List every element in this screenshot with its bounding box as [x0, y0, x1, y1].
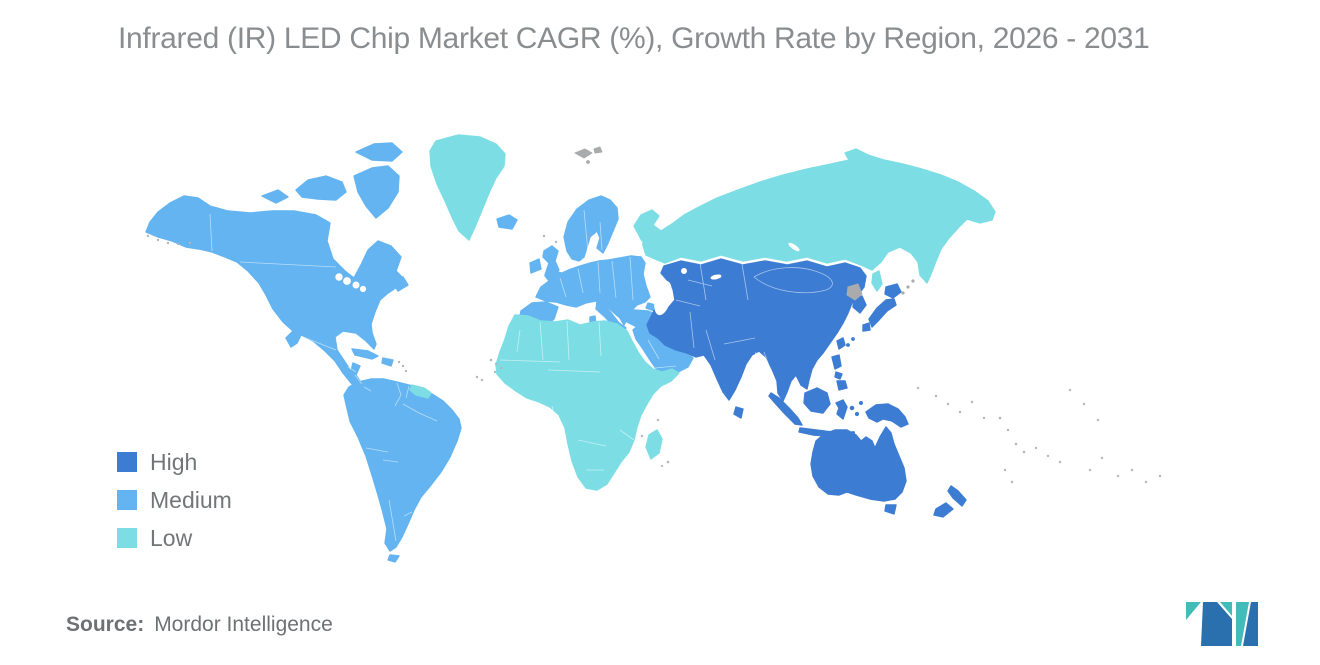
region-moluccas — [849, 405, 855, 411]
logo-blue-bar — [1243, 602, 1258, 646]
region-madagascar — [645, 429, 663, 460]
region-iceland — [496, 214, 518, 230]
logo-teal-tri-1 — [1186, 602, 1201, 620]
region-sulawesi — [835, 399, 848, 420]
region-north-korea — [846, 283, 863, 301]
logo-teal-tri-3 — [1236, 602, 1249, 646]
source-name: Mordor Intelligence — [154, 613, 333, 636]
region-kyushu — [862, 322, 871, 332]
logo-blue-band — [1201, 602, 1232, 646]
region-ellesmere — [355, 142, 403, 162]
lakes — [335, 240, 800, 316]
region-south-america — [343, 378, 462, 552]
region-sunda3 — [851, 431, 856, 436]
region-mindanao — [836, 380, 848, 391]
small-island-dots — [146, 234, 1162, 484]
medium-growth-regions — [145, 142, 694, 563]
region-halmahera — [859, 401, 864, 406]
legend-swatch-high — [117, 452, 137, 472]
region-south-korea — [852, 295, 867, 314]
legend-item-low: Low — [117, 524, 232, 551]
legend-label-high: High — [150, 448, 198, 475]
legend-label-low: Low — [150, 524, 193, 551]
region-ireland — [529, 258, 542, 274]
mordor-intelligence-logo — [1186, 602, 1258, 646]
region-svalbard — [574, 148, 593, 159]
region-sunda1 — [836, 431, 842, 437]
region-tierra-del-fuego — [387, 554, 400, 563]
region-greenland — [429, 134, 506, 241]
region-honshu — [868, 298, 897, 328]
region-hokkaido — [884, 283, 902, 299]
legend-item-high: High — [117, 448, 232, 475]
region-guianas — [409, 384, 432, 399]
region-okinawa1 — [851, 337, 855, 341]
legend-label-medium: Medium — [150, 486, 232, 513]
source-line: Source: Mordor Intelligence — [66, 613, 333, 637]
country-borders — [209, 209, 833, 542]
high-growth-regions — [646, 258, 967, 518]
region-borneo — [803, 387, 831, 414]
region-arctic-islands — [295, 175, 347, 201]
region-okinawa2 — [846, 343, 850, 347]
region-nz-south — [933, 502, 954, 518]
no-data-regions — [574, 146, 915, 301]
region-arctic-small — [261, 189, 289, 204]
chart-title: Infrared (IR) LED Chip Market CAGR (%), … — [118, 22, 1150, 55]
region-baffin-island — [353, 165, 400, 219]
low-growth-regions — [409, 134, 996, 491]
region-cuba — [351, 348, 379, 360]
region-denmark — [582, 264, 594, 276]
region-nz-north — [947, 485, 967, 507]
region-sunda2 — [844, 433, 849, 438]
legend: High Medium Low — [117, 448, 232, 566]
region-newfoundland — [391, 276, 409, 292]
region-africa — [495, 314, 680, 491]
region-sakhalin — [871, 270, 883, 292]
region-europe-mainland — [535, 255, 651, 326]
region-scandinavia — [563, 195, 619, 262]
region-uk — [542, 245, 560, 279]
region-asia-block — [646, 258, 867, 402]
region-taiwan — [836, 337, 846, 350]
logo-teal-tri-2 — [1220, 602, 1232, 616]
region-tasmania — [884, 504, 897, 515]
source-label: Source: — [66, 613, 145, 636]
region-moluccas2 — [854, 411, 860, 417]
region-luzon — [831, 354, 842, 370]
region-svalbard2 — [593, 146, 603, 154]
region-visayas — [834, 371, 843, 380]
legend-swatch-low — [117, 528, 137, 548]
legend-item-medium: Medium — [117, 486, 232, 513]
region-australia — [810, 426, 907, 502]
region-russia — [633, 148, 996, 284]
region-hispaniola — [381, 357, 394, 367]
region-north-america — [145, 195, 405, 410]
region-new-guinea — [865, 403, 909, 428]
region-sri-lanka — [733, 406, 744, 419]
legend-swatch-medium — [117, 490, 137, 510]
region-sumatra — [768, 392, 803, 426]
